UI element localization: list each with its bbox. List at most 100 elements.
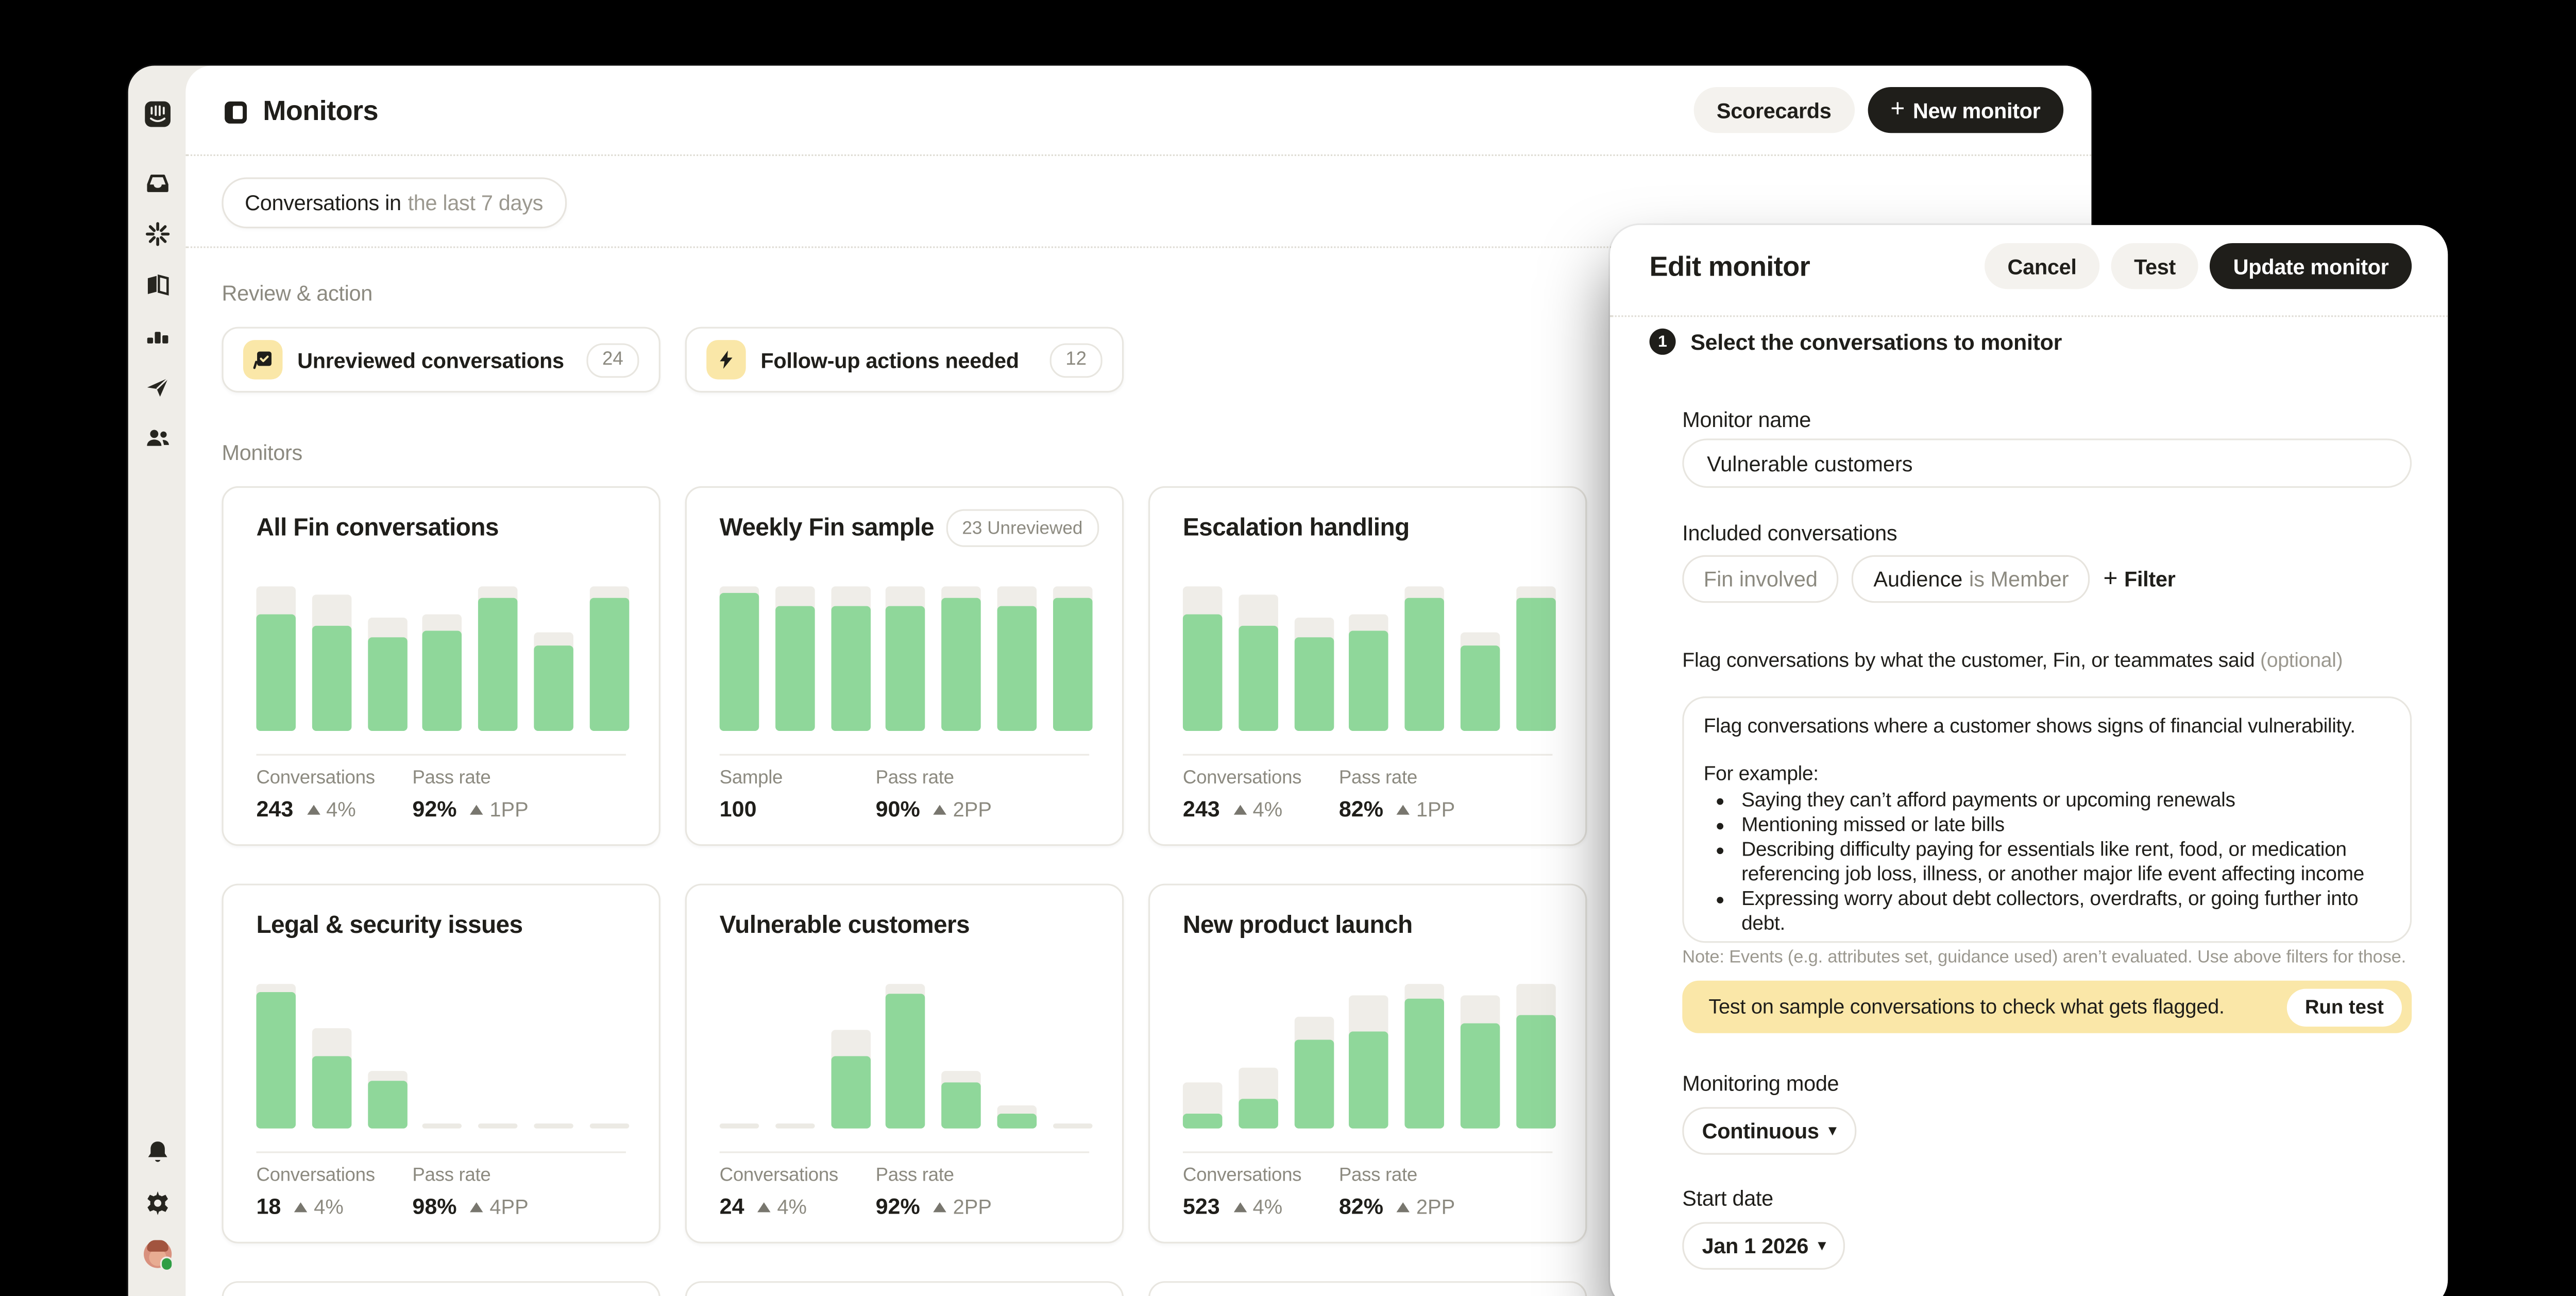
bar-total [775, 586, 815, 731]
stat-value: 82% 1PP [1338, 796, 1455, 822]
triangle-up-icon [1233, 804, 1246, 814]
bar-passed [1294, 1040, 1334, 1129]
bar-total [1405, 984, 1445, 1129]
monitor-card[interactable]: Weekly Fin sample 23 Unreviewed Sample 10… [685, 486, 1124, 846]
follow-up-actions-card[interactable]: Follow-up actions needed 12 [685, 327, 1124, 393]
bar-passed [1294, 637, 1334, 731]
stat-pass-rate: Pass rate 92% 1PP [412, 769, 568, 821]
flag-description-textarea[interactable]: Flag conversations where a customer show… [1682, 696, 2412, 943]
monitor-bar-chart [256, 583, 630, 731]
monitor-card-stats: Conversations 523 4% Pass rate 82% 2PP [1183, 1166, 1563, 1219]
monitor-name-label: Monitor name [1682, 407, 1811, 432]
online-status-dot [159, 1256, 174, 1271]
avatar[interactable] [143, 1240, 174, 1271]
stat-delta: 4% [1233, 1195, 1282, 1218]
stat-label: Conversations [256, 1166, 375, 1186]
card-divider [719, 754, 1090, 756]
bar-passed [942, 1082, 981, 1129]
add-filter-button[interactable]: + Filter [2103, 564, 2176, 592]
stat-value: 243 4% [1182, 796, 1283, 822]
fin-involved-pill[interactable]: Fin involved [1682, 555, 1839, 603]
count-badge: 12 [1049, 342, 1103, 377]
monitor-card-title: All Fin conversations [256, 514, 499, 542]
stat-delta: 1PP [1396, 797, 1455, 821]
monitor-grid-row-1: All Fin conversations Conversations 243 4%… [222, 486, 1587, 846]
bar-passed [534, 645, 574, 731]
monitor-card[interactable]: New product launch Conversations 523 4% Pas… [1148, 883, 1587, 1243]
monitor-card[interactable]: Escalation handling Conversations 243 4% Pa… [1148, 486, 1587, 846]
bar-passed [423, 631, 463, 731]
outbound-icon[interactable] [143, 373, 171, 401]
bar-passed [1461, 645, 1500, 731]
review-card-label: Follow-up actions needed [760, 347, 1019, 372]
monitoring-mode-label: Monitoring mode [1682, 1071, 1839, 1096]
monitor-card[interactable]: All Fin conversations Conversations 243 4%… [222, 486, 660, 846]
monitor-card-partial[interactable] [1148, 1281, 1587, 1296]
bar-passed [942, 598, 981, 731]
bar-passed [831, 1056, 870, 1129]
stat-conversations: Conversations 523 4% [1183, 1166, 1339, 1219]
cancel-button[interactable]: Cancel [1984, 243, 2100, 289]
description-bullet: Expressing worry about debt collectors, … [1740, 887, 2391, 936]
bar-passed [1238, 1099, 1278, 1129]
bar-passed [886, 994, 926, 1129]
bar-passed [312, 625, 351, 731]
new-monitor-button[interactable]: + New monitor [1867, 87, 2064, 133]
monitor-card-title: New product launch [1182, 911, 1413, 940]
inbox-icon[interactable] [143, 169, 171, 197]
monitor-card-partial[interactable] [222, 1281, 660, 1296]
lightning-icon [706, 340, 746, 380]
bar-empty-dash [719, 1123, 759, 1129]
bar-total [886, 586, 926, 731]
start-date-label: Start date [1682, 1186, 1773, 1211]
scorecards-button[interactable]: Scorecards [1693, 87, 1855, 133]
unreviewed-conversations-card[interactable]: Unreviewed conversations 24 [222, 327, 660, 393]
monitoring-mode-dropdown[interactable]: Continuous ▾ [1682, 1107, 1856, 1155]
triangle-up-icon [933, 1201, 946, 1212]
bar-passed [1053, 598, 1093, 731]
update-monitor-button[interactable]: Update monitor [2210, 243, 2412, 289]
monitor-card-title: Escalation handling [1182, 514, 1410, 542]
bar-total [1516, 586, 1556, 731]
audience-member-pill[interactable]: Audience is Member [1852, 555, 2091, 603]
stat-conversations: Conversations 243 4% [1183, 769, 1339, 821]
stat-label: Pass rate [412, 1166, 491, 1186]
bar-passed [997, 606, 1037, 731]
test-button[interactable]: Test [2111, 243, 2199, 289]
fin-ai-icon[interactable] [143, 220, 171, 248]
contacts-icon[interactable] [143, 424, 171, 452]
knowledge-icon[interactable] [143, 271, 171, 299]
description-bullet: Saying they can’t afford payments or upc… [1740, 789, 2391, 813]
triangle-up-icon [1233, 1201, 1246, 1212]
header-divider [185, 154, 2092, 156]
run-test-button[interactable]: Run test [2286, 988, 2402, 1026]
bar-total [1461, 633, 1500, 731]
monitor-name-input[interactable]: Vulnerable customers [1682, 438, 2412, 488]
events-note: Note: Events (e.g. attributes set, guida… [1682, 947, 2406, 968]
monitor-bar-chart [256, 981, 630, 1129]
bar-total [719, 586, 759, 731]
card-divider [1182, 754, 1553, 756]
monitor-card[interactable]: Legal & security issues Conversations 18 4… [222, 883, 660, 1243]
settings-gear-icon[interactable] [143, 1189, 171, 1217]
bar-total [312, 1029, 351, 1129]
notifications-bell-icon[interactable] [143, 1138, 171, 1166]
stat-label: Pass rate [1338, 769, 1417, 789]
panel-header-divider [1610, 315, 2448, 317]
stat-label: Pass rate [412, 769, 491, 789]
content-header: Monitors Scorecards + New monitor [185, 66, 2091, 155]
bar-passed [1182, 1114, 1223, 1129]
monitor-card-partial[interactable] [685, 1281, 1124, 1296]
bar-total [1349, 995, 1389, 1129]
bar-total [886, 984, 926, 1129]
monitor-card[interactable]: Vulnerable customers Conversations 24 4% Pa… [685, 883, 1124, 1243]
stat-value: 523 4% [1182, 1194, 1283, 1219]
stat-value: 90% 2PP [875, 796, 992, 822]
review-action-row: Unreviewed conversations 24 Follow-up ac… [222, 327, 1124, 393]
start-date-dropdown[interactable]: Jan 1 2026 ▾ [1682, 1222, 1845, 1270]
conversations-filter-pill[interactable]: Conversations in the last 7 days [222, 177, 566, 229]
reports-icon[interactable] [143, 322, 171, 350]
intercom-logo-icon[interactable] [143, 100, 171, 128]
bar-total [367, 618, 407, 731]
monitor-card-stats: Conversations 243 4% Pass rate 82% 1PP [1183, 769, 1563, 821]
